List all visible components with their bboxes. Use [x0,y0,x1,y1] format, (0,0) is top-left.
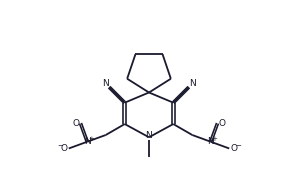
Text: O: O [73,119,80,128]
Text: N: N [84,137,91,146]
Text: −: − [57,143,63,149]
Text: −: − [235,143,241,149]
Text: O: O [60,144,67,153]
Text: +: + [212,136,218,142]
Text: N: N [189,79,196,88]
Text: O: O [218,119,225,128]
Text: N: N [207,137,214,146]
Text: N: N [102,79,109,88]
Text: N: N [146,131,152,140]
Text: +: + [88,136,94,142]
Text: O: O [231,144,238,153]
